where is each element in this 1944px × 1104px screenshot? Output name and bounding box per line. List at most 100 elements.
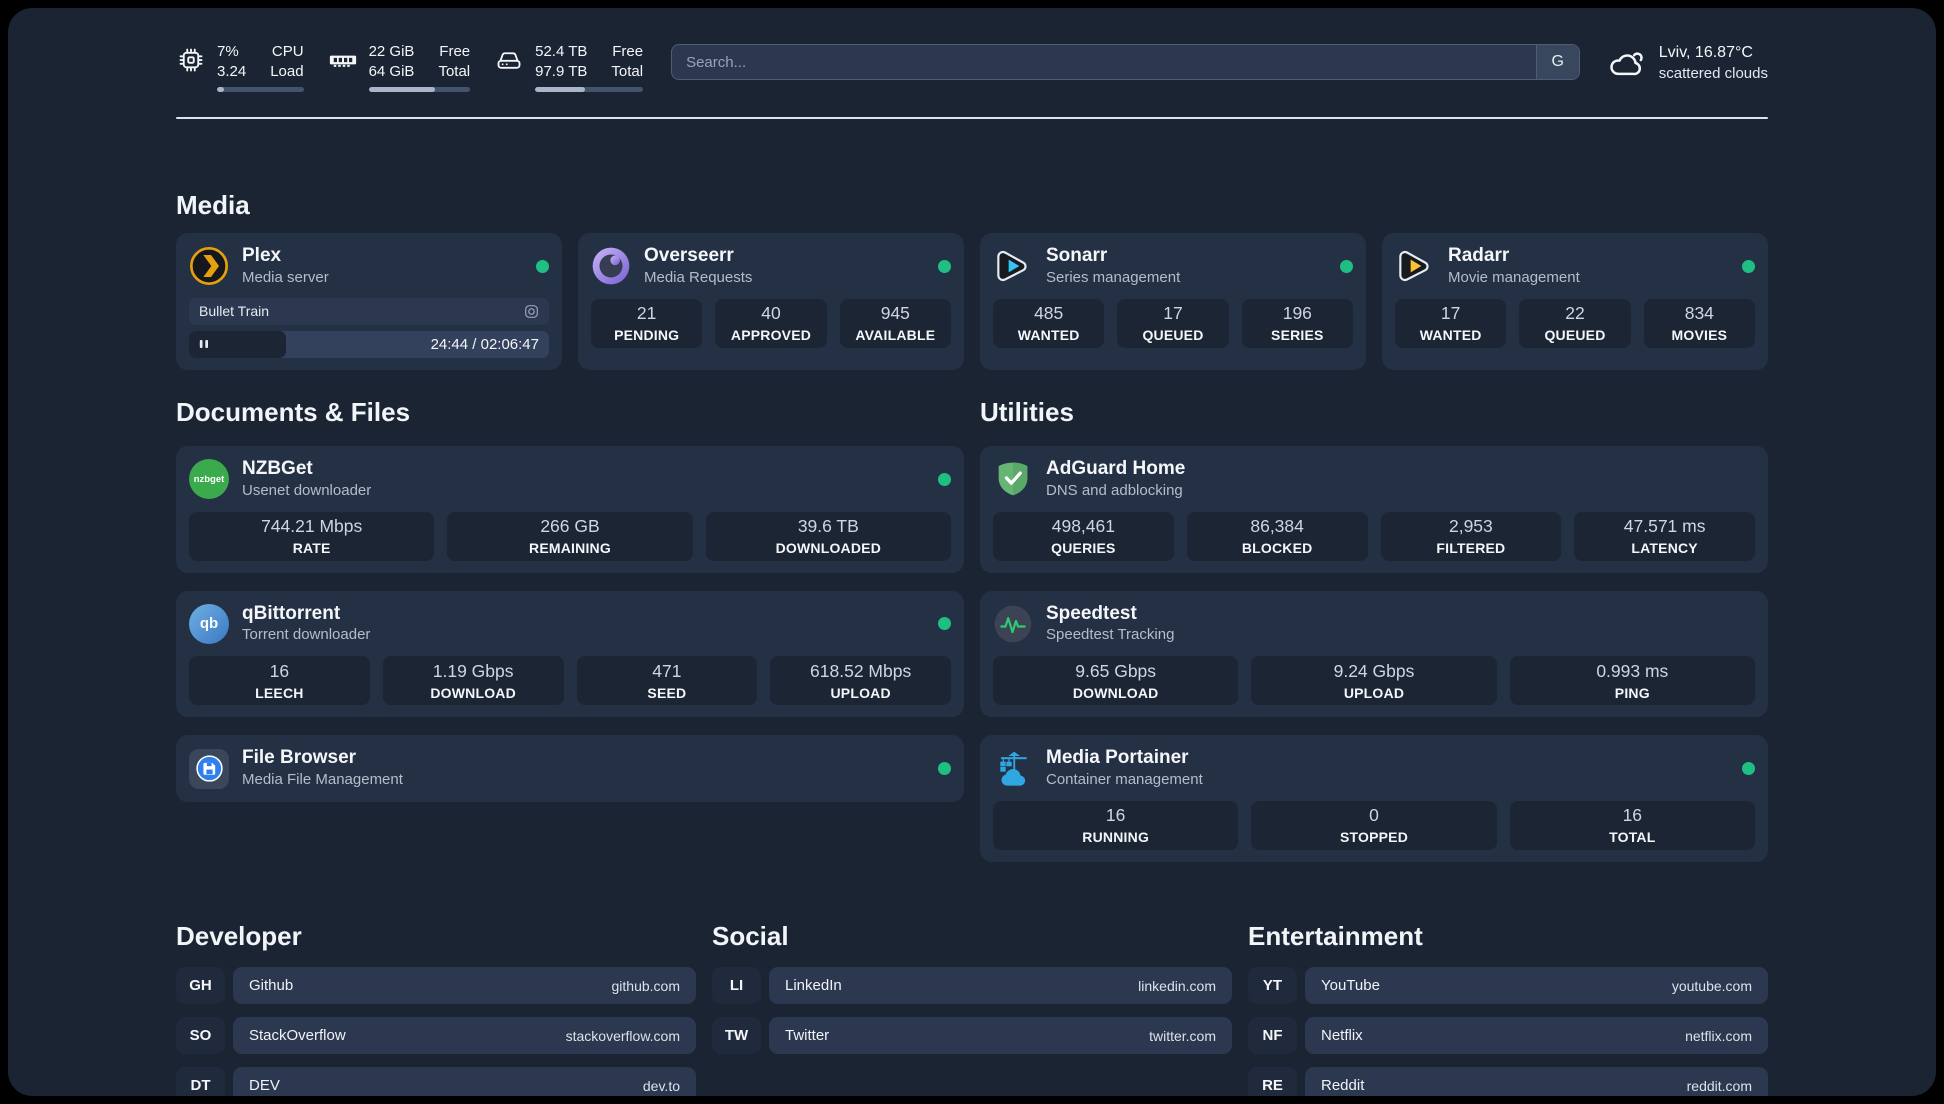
stat-label: WANTED: [1017, 327, 1080, 344]
stat-tile: 0 STOPPED: [1251, 800, 1497, 850]
disk-total-value: 97.9 TB: [535, 62, 588, 80]
status-online-dot: [1742, 259, 1755, 273]
stat-tiles: 21 PENDING 40 APPROVED 945 AVAILABLE: [591, 298, 951, 348]
ram-progress-fill: [368, 86, 435, 92]
stat-value: 9.65 Gbps: [1075, 660, 1157, 681]
app-subtitle: Media File Management: [242, 771, 403, 789]
ram-stat-widget: 22 GiB 64 GiB Free Total: [328, 42, 471, 92]
ram-values: 22 GiB 64 GiB: [369, 42, 415, 82]
app-subtitle: Speedtest Tracking: [1046, 626, 1175, 644]
stat-tile: 471 SEED: [576, 656, 758, 706]
cpu-values: 7% 3.24: [217, 42, 246, 82]
stat-tile: 945 AVAILABLE: [839, 298, 951, 348]
cpu-label-1: CPU: [271, 43, 304, 60]
app-card-speedtest[interactable]: Speedtest Speedtest Tracking 9.65 Gbps D…: [980, 590, 1768, 718]
search-bar: G: [671, 44, 1580, 80]
disk-labels: Free Total: [611, 42, 643, 82]
app-subtitle: DNS and adblocking: [1046, 481, 1183, 499]
pause-icon[interactable]: [199, 339, 209, 349]
stat-tiles: 16 LEECH 1.19 Gbps DOWNLOAD 471 SEED: [189, 656, 951, 706]
bookmark-linkedin[interactable]: LI LinkedIn linkedin.com: [712, 967, 1232, 1005]
stat-tile: 86,384 BLOCKED: [1186, 511, 1368, 561]
qbittorrent-icon: qb: [189, 603, 229, 644]
media-card-row: Plex Media server Bullet Train: [176, 233, 1768, 370]
app-card-qbittorrent[interactable]: qb qBittorrent Torrent downloader 16 LEE…: [176, 590, 964, 718]
stat-tiles: 16 RUNNING 0 STOPPED 16 TOTAL: [993, 800, 1755, 850]
app-card-sonarr[interactable]: Sonarr Series management 485 WANTED 17 Q…: [980, 233, 1366, 370]
app-card-nzbget[interactable]: nzbget NZBGet Usenet downloader 744.21 M…: [176, 446, 964, 573]
overseerr-icon: [591, 246, 631, 286]
stat-value: 86,384: [1250, 516, 1304, 537]
stat-tile: 0.993 ms PING: [1509, 656, 1755, 706]
stat-tile: 17 QUEUED: [1117, 298, 1229, 348]
app-title: NZBGet: [242, 458, 313, 480]
bookmark-abbr-badge: LI: [712, 967, 761, 1005]
stat-value: 16: [1622, 805, 1643, 826]
stat-label: RUNNING: [1082, 829, 1150, 846]
stat-tiles: 498,461 QUERIES 86,384 BLOCKED 2,953 FIL…: [993, 511, 1755, 561]
top-bar: 7% 3.24 CPU Load: [176, 8, 1768, 92]
social-column: Social LI LinkedIn linkedin.com TW Twitt…: [712, 920, 1232, 1096]
sonarr-icon: [993, 246, 1033, 286]
stat-tile: 196 SERIES: [1241, 298, 1353, 348]
stat-value: 0: [1369, 805, 1379, 826]
bookmark-github[interactable]: GH Github github.com: [176, 967, 696, 1005]
stat-label: SEED: [647, 684, 687, 701]
cpu-label-2: Load: [270, 62, 304, 80]
stat-value: 485: [1034, 303, 1064, 324]
bookmark-bar: YouTube youtube.com: [1305, 967, 1768, 1005]
disk-free-value: 52.4 TB: [535, 43, 588, 60]
stat-value: 498,461: [1051, 516, 1115, 537]
app-card-plex[interactable]: Plex Media server Bullet Train: [176, 233, 562, 370]
status-online-dot: [938, 259, 951, 273]
bookmark-stackoverflow[interactable]: SO StackOverflow stackoverflow.com: [176, 1017, 696, 1055]
search-engine-button[interactable]: G: [1535, 45, 1579, 79]
stat-tile: 39.6 TB DOWNLOADED: [705, 511, 951, 561]
stat-tile: 744.21 Mbps RATE: [189, 511, 435, 561]
app-subtitle: Media Requests: [644, 268, 753, 286]
app-card-radarr[interactable]: Radarr Movie management 17 WANTED 22 QUE…: [1382, 233, 1768, 370]
sonarr-header: Sonarr Series management: [993, 245, 1353, 288]
disk-drive-icon: [494, 45, 524, 75]
stat-tile: 1.19 Gbps DOWNLOAD: [382, 656, 564, 706]
bookmark-bar: StackOverflow stackoverflow.com: [233, 1017, 696, 1055]
ram-total-value: 64 GiB: [368, 62, 415, 80]
bookmark-url: netflix.com: [1685, 1027, 1752, 1044]
section-title-documents: Documents & Files: [176, 396, 411, 427]
stat-label: FILTERED: [1436, 540, 1506, 557]
now-playing-progress-bar[interactable]: 24:44 / 02:06:47: [189, 330, 549, 358]
bookmark-twitter[interactable]: TW Twitter twitter.com: [712, 1017, 1232, 1055]
stat-label: QUERIES: [1051, 540, 1116, 557]
radarr-icon: [1395, 246, 1435, 286]
stat-value: 945: [880, 303, 910, 324]
stat-label: DOWNLOAD: [430, 684, 516, 701]
stat-tile: 21 PENDING: [591, 298, 703, 348]
bookmark-name: Github: [249, 977, 294, 995]
bookmark-name: StackOverflow: [249, 1027, 346, 1045]
app-subtitle: Series management: [1046, 268, 1181, 286]
app-card-portainer[interactable]: Media Portainer Container management 16 …: [980, 735, 1768, 862]
ram-labels: Free Total: [438, 42, 470, 82]
bookmark-reddit[interactable]: RE Reddit reddit.com: [1248, 1067, 1768, 1096]
bookmark-bar: LinkedIn linkedin.com: [769, 967, 1232, 1005]
stat-tile: 9.24 Gbps UPLOAD: [1251, 656, 1497, 706]
stat-value: 266 GB: [540, 516, 600, 537]
nzbget-header: nzbget NZBGet Usenet downloader: [189, 458, 951, 501]
bookmark-dev[interactable]: DT DEV dev.to: [176, 1067, 696, 1096]
stat-tile: 9.65 Gbps DOWNLOAD: [993, 656, 1239, 706]
stat-value: 17: [1163, 303, 1183, 324]
search-input[interactable]: [671, 44, 1580, 80]
bookmark-abbr-badge: NF: [1248, 1017, 1297, 1055]
bookmark-youtube[interactable]: YT YouTube youtube.com: [1248, 967, 1768, 1005]
cpu-chip-icon: [176, 45, 206, 75]
app-card-adguard[interactable]: AdGuard Home DNS and adblocking 498,461 …: [980, 446, 1768, 573]
section-title-social: Social: [712, 920, 789, 951]
app-card-overseerr[interactable]: Overseerr Media Requests 21 PENDING 40 A…: [578, 233, 964, 370]
bookmark-netflix[interactable]: NF Netflix netflix.com: [1248, 1017, 1768, 1055]
topbar-divider: [176, 116, 1768, 119]
status-online-dot: [938, 472, 951, 486]
now-playing-settings-icon[interactable]: [524, 304, 539, 319]
app-card-filebrowser[interactable]: File Browser Media File Management: [176, 735, 964, 802]
bookmark-columns: Developer GH Github github.com SO StackO…: [176, 920, 1768, 1096]
stat-value: 21: [636, 303, 657, 324]
